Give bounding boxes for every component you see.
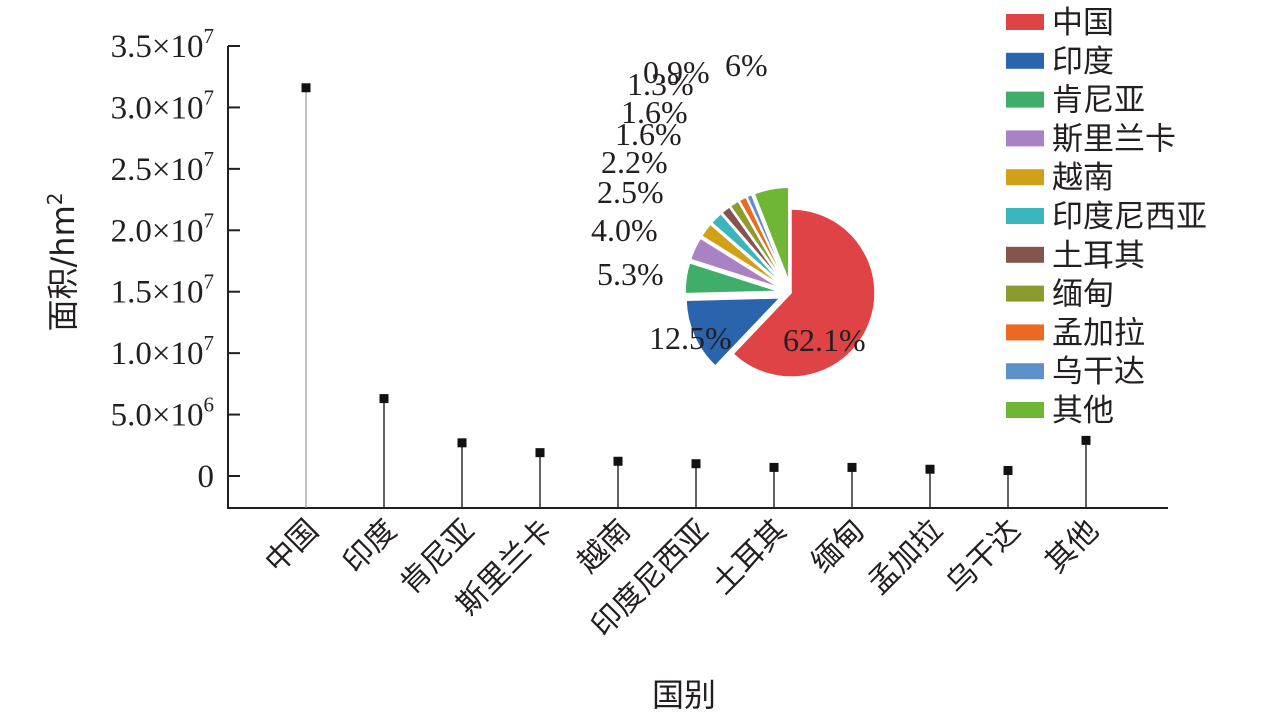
pie-slice-label: 2.5% [597,174,664,210]
pie-slice-label: 1.6% [615,116,682,152]
pie-slice [753,186,790,282]
pie-slice-label: 2.2% [601,144,668,180]
data-point [769,462,779,472]
legend-swatch [1006,324,1044,341]
pie-slice-label: 1.6% [621,94,688,130]
legend-label: 缅甸 [1052,277,1114,313]
pie-slice-label: 6% [725,47,768,83]
pie-slice [689,237,781,289]
y-tick-exponent: 7 [204,85,215,109]
pie-slice [720,205,785,285]
legend-swatch [1006,14,1044,30]
pie-slice-label: 0.9% [643,54,710,90]
legend-swatch [1006,208,1044,224]
y-tick-exponent: 7 [204,147,215,171]
y-tick-label: 2.0×107 [111,208,214,249]
stems [305,87,1087,508]
legend-label: 其他 [1052,393,1114,429]
data-point [1003,465,1013,475]
legend-label: 肯尼亚 [1052,83,1145,119]
legend-label: 孟加拉 [1052,315,1145,351]
pie-slice [732,208,876,378]
legend-swatch [1006,52,1044,69]
pie-slice [710,212,784,286]
x-category-label: 孟加拉 [861,513,949,601]
pie-slice [685,297,782,368]
legend-swatch [1006,285,1044,302]
y-tick-label: 2.5×107 [111,147,214,188]
data-point [925,464,935,474]
legend-swatch [1006,169,1044,186]
y-tick-exponent: 7 [204,331,215,355]
pie-slice-label: 4.0% [591,212,658,248]
pie-slice-label: 12.5% [649,320,732,356]
pie-slice [729,200,786,284]
legend-label: 土耳其 [1052,238,1145,274]
y-tick-label: 3.0×107 [111,85,214,126]
x-category-label: 越南 [570,513,637,580]
x-category-label: 乌干达 [939,513,1027,601]
data-point [1081,435,1091,445]
legend-swatch [1006,363,1044,380]
legend-swatch [1006,91,1044,108]
legend-label: 越南 [1052,160,1114,196]
y-tick-label: 1.5×107 [111,270,214,311]
data-point [691,459,701,469]
data-point [457,438,467,448]
pie-slice [745,193,787,283]
legend-label: 印度 [1052,44,1114,80]
y-axis-title: 面积/hm2 [43,193,82,332]
y-axis-title-sup: 2 [43,193,67,206]
y-tick-label: 3.5×107 [111,24,214,65]
legend-label: 中国 [1052,5,1114,41]
legend-swatch [1006,402,1044,418]
x-category-label: 缅甸 [804,513,871,580]
data-point [301,83,311,93]
y-tick-mantissa: 0 [198,459,215,495]
data-point [613,456,623,466]
legend-label: 斯里兰卡 [1052,121,1176,157]
pie-slice-label: 1.3% [627,66,694,102]
data-point [847,462,857,472]
y-tick-exponent: 7 [204,208,215,232]
x-category-label: 中国 [258,513,325,580]
pie-slice [700,223,782,287]
y-tick-label: 0 [198,459,215,495]
y-tick-mantissa: 1.0×10 [111,336,204,372]
x-category-label: 印度 [336,513,403,580]
data-point [535,448,545,458]
y-tick-exponent: 7 [204,24,215,48]
y-tick-mantissa: 2.5×10 [111,152,204,188]
x-category-label: 其他 [1038,513,1105,580]
y-tick-label: 1.0×107 [111,331,214,372]
legend-swatch [1006,130,1044,147]
data-point [379,394,389,404]
legend-label: 乌干达 [1052,354,1145,390]
y-axis-title-base: 面积/hm [44,205,82,331]
pie-chart [684,186,876,378]
y-tick-mantissa: 1.5×10 [111,275,204,311]
data-points [301,83,1091,475]
pie-labels: 62.1%12.5%5.3%4.0%2.5%2.2%1.6%1.6%1.3%0.… [591,47,866,358]
y-ticks: 3.5×1073.0×1072.5×1072.0×1071.5×1071.0×1… [111,24,240,495]
y-tick-mantissa: 2.0×10 [111,213,204,249]
x-axis-title: 国别 [652,676,716,714]
y-tick-exponent: 7 [204,270,215,294]
pie-slice-label: 62.1% [783,322,866,358]
pie-slice [684,261,780,295]
x-category-label: 土耳其 [705,513,793,601]
pie-slice [738,196,787,283]
y-tick-mantissa: 5.0×10 [111,398,204,434]
y-tick-exponent: 6 [204,393,215,417]
pie-slice-label: 5.3% [597,256,664,292]
legend-label: 印度尼西亚 [1052,199,1207,235]
y-tick-mantissa: 3.0×10 [111,90,204,126]
legend-swatch [1006,246,1044,263]
y-tick-label: 5.0×106 [111,393,214,434]
y-tick-mantissa: 3.5×10 [111,29,204,65]
